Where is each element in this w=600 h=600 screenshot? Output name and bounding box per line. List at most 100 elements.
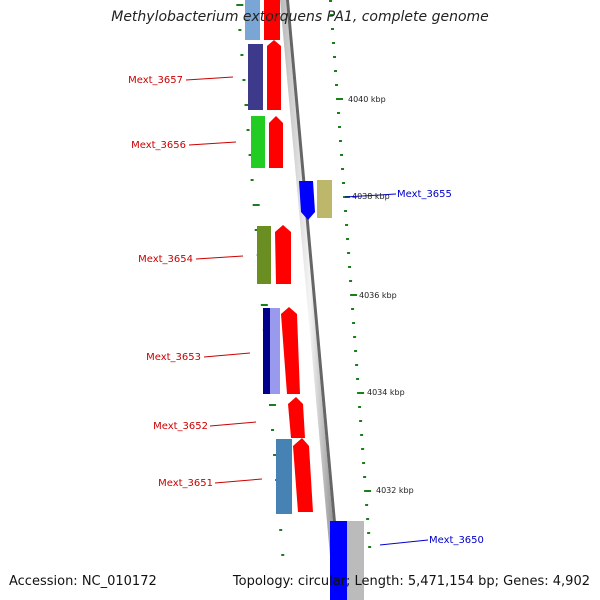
map-title: Methylobacterium extorquens PA1, complet…	[111, 9, 489, 25]
genome-summary-text: Topology: circular; Length: 5,471,154 bp…	[232, 574, 590, 589]
inner-tick	[250, 179, 254, 181]
outer-tick	[360, 434, 364, 436]
outer-tick	[344, 210, 348, 212]
gene-block[interactable]	[330, 521, 348, 600]
gene-partial-top-arrow	[264, 0, 280, 40]
outer-tick	[351, 308, 355, 310]
outer-tick	[338, 126, 342, 128]
gene-label-mext-3657[interactable]: Mext_3657	[128, 75, 183, 86]
outer-tick	[347, 252, 351, 254]
gene-block[interactable]	[263, 308, 272, 394]
gene-label-mext-3655[interactable]: Mext_3655	[397, 189, 452, 200]
gene-arrow[interactable]	[269, 116, 283, 168]
gene-arrow[interactable]	[281, 307, 300, 394]
gene-block[interactable]	[270, 308, 280, 394]
gene-labels-right[interactable]: Mext_3655 Mext_3650	[397, 189, 484, 546]
inner-tick	[260, 304, 268, 306]
leader-line	[344, 193, 397, 198]
outer-tick	[330, 14, 334, 16]
outer-tick	[331, 28, 335, 30]
outer-tick	[352, 322, 356, 324]
outer-tick	[333, 56, 337, 58]
gene-block[interactable]	[276, 439, 292, 514]
gene-mext-3656-group[interactable]	[251, 116, 283, 168]
scale-label: 4038 kbp	[352, 192, 390, 201]
gene-label-mext-3656[interactable]: Mext_3656	[131, 140, 186, 151]
gene-block[interactable]	[347, 521, 364, 600]
outer-tick	[332, 42, 336, 44]
outer-major-tick	[357, 392, 365, 394]
gene-label-mext-3651[interactable]: Mext_3651	[158, 478, 213, 489]
outer-tick	[329, 0, 332, 2]
scale-label: 4034 kbp	[367, 388, 405, 397]
gene-block[interactable]	[248, 44, 263, 110]
outer-tick-column	[329, 0, 372, 548]
outer-tick	[341, 168, 345, 170]
outer-tick	[349, 280, 353, 282]
inner-tick	[248, 154, 252, 156]
gene-arrow[interactable]	[267, 40, 281, 110]
outer-tick	[353, 336, 357, 338]
gene-mext-3655-group[interactable]	[299, 180, 332, 220]
gene-label-mext-3652[interactable]: Mext_3652	[153, 421, 208, 432]
inner-tick	[244, 104, 252, 106]
outer-tick	[363, 476, 367, 478]
outer-tick	[340, 154, 344, 156]
leader-line	[185, 76, 234, 81]
gene-mext-3652-group[interactable]	[288, 397, 305, 438]
outer-major-tick	[350, 294, 358, 296]
gene-label-mext-3653[interactable]: Mext_3653	[146, 352, 201, 363]
leader-lines	[185, 76, 429, 546]
inner-tick	[254, 229, 258, 231]
leader-line	[195, 255, 244, 260]
outer-tick	[361, 448, 365, 450]
gene-mext-3651-group[interactable]	[276, 438, 313, 514]
inner-tick	[246, 129, 250, 131]
gene-mext-3650-group[interactable]	[330, 521, 364, 600]
gene-label-mext-3654[interactable]: Mext_3654	[138, 254, 193, 265]
gene-arrow[interactable]	[288, 397, 305, 438]
backbone-arc	[280, 0, 340, 600]
gene-arrow[interactable]	[275, 225, 291, 284]
backbone-edge	[286, 0, 343, 600]
outer-tick	[365, 504, 369, 506]
inner-tick	[273, 454, 277, 456]
outer-major-tick	[364, 490, 372, 492]
leader-line	[188, 141, 237, 146]
outer-tick	[339, 140, 343, 142]
scale-label: 4040 kbp	[348, 95, 386, 104]
leader-line	[209, 421, 257, 427]
gene-label-mext-3650[interactable]: Mext_3650	[429, 535, 484, 546]
inner-tick	[238, 29, 242, 31]
outer-tick	[358, 406, 362, 408]
scale-label: 4036 kbp	[359, 291, 397, 300]
outer-tick	[356, 378, 360, 380]
gene-block[interactable]	[251, 116, 265, 168]
gene-mext-3657-group[interactable]	[248, 40, 281, 110]
gene-block[interactable]	[317, 180, 332, 218]
inner-tick	[252, 204, 260, 206]
leader-line	[203, 352, 251, 358]
outer-tick	[337, 112, 341, 114]
gene-partial-top-block	[245, 0, 260, 40]
outer-tick	[366, 518, 370, 520]
gene-mext-3654-group[interactable]	[257, 225, 291, 284]
outer-tick	[354, 350, 358, 352]
outer-tick	[348, 266, 352, 268]
outer-tick	[355, 364, 359, 366]
inner-tick	[240, 54, 244, 56]
gene-arrow[interactable]	[293, 438, 313, 512]
gene-arrow[interactable]	[299, 181, 315, 220]
leader-line	[379, 539, 429, 546]
accession-text: Accession: NC_010172	[9, 574, 157, 589]
outer-tick	[359, 420, 363, 422]
outer-major-tick	[336, 98, 344, 100]
gene-mext-3653-group[interactable]	[263, 307, 300, 394]
inner-tick	[236, 4, 244, 6]
gene-block[interactable]	[257, 226, 271, 284]
gene-labels-left[interactable]: Mext_3657 Mext_3656 Mext_3654 Mext_3653 …	[128, 75, 213, 489]
outer-tick	[368, 546, 372, 548]
inner-tick	[271, 429, 275, 431]
outer-tick	[362, 462, 366, 464]
